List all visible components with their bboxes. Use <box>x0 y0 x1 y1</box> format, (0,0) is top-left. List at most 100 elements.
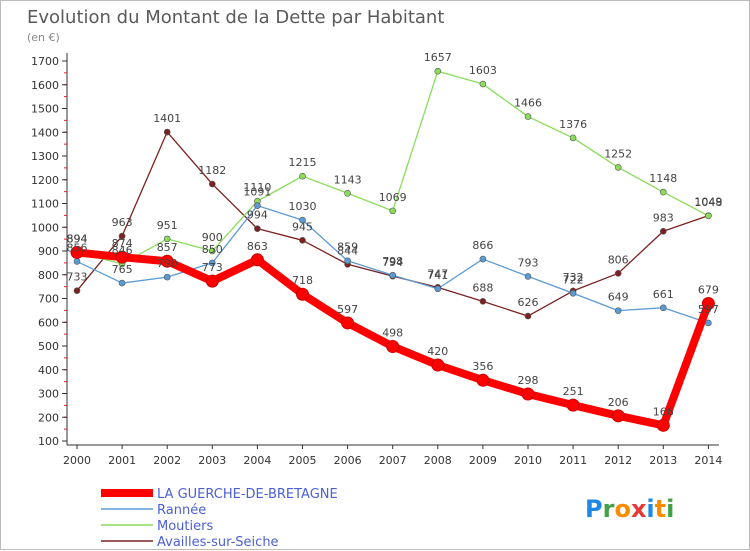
data-point <box>524 312 532 320</box>
data-point <box>389 207 397 215</box>
data-label: 856 <box>67 241 88 254</box>
data-label: 1049 <box>694 196 722 209</box>
data-label: 733 <box>67 271 88 284</box>
data-point <box>250 253 264 267</box>
x-tick-label: 2000 <box>63 454 91 467</box>
y-tick-label: 1200 <box>31 174 59 187</box>
data-point <box>118 279 126 287</box>
x-tick-label: 2013 <box>649 454 677 467</box>
brand-letter: P <box>585 495 603 523</box>
y-tick-label: 1000 <box>31 221 59 234</box>
data-point <box>479 298 487 305</box>
data-label: 945 <box>292 220 313 233</box>
data-point <box>701 296 715 310</box>
data-label: 626 <box>518 296 539 309</box>
brand-letter: r <box>603 495 615 523</box>
y-tick-label: 100 <box>38 435 59 448</box>
data-label: 718 <box>292 274 313 287</box>
brand-letter: i <box>646 495 654 523</box>
x-tick-label: 2007 <box>379 454 407 467</box>
data-label: 844 <box>337 244 358 257</box>
y-tick-label: 1300 <box>31 150 59 163</box>
data-label: 857 <box>157 241 178 254</box>
legend: LA GUERCHE-DE-BRETAGNERannéeMoutiersAvai… <box>101 487 338 550</box>
data-label: 798 <box>382 255 403 268</box>
data-label: 1110 <box>243 181 271 194</box>
x-tick-label: 2001 <box>108 454 136 467</box>
data-label: 679 <box>698 283 719 296</box>
data-label: 688 <box>472 281 493 294</box>
y-tick-label: 500 <box>38 340 59 353</box>
data-label: 1148 <box>649 172 677 185</box>
data-point <box>254 225 261 232</box>
data-label: 597 <box>337 303 358 316</box>
data-point <box>344 189 351 197</box>
data-label: 1466 <box>514 97 542 110</box>
x-tick-label: 2004 <box>243 454 271 467</box>
data-label: 859 <box>337 241 358 254</box>
y-tick-label: 800 <box>38 269 59 282</box>
data-point <box>299 216 306 224</box>
x-tick-label: 2010 <box>514 454 542 467</box>
data-label: 765 <box>112 263 133 276</box>
x-tick-label: 2011 <box>559 454 587 467</box>
brand-letter: o <box>614 495 631 523</box>
data-point <box>386 339 400 353</box>
y-tick-label: 200 <box>38 411 59 424</box>
data-point <box>299 172 306 180</box>
brand-letter: x <box>631 495 647 523</box>
data-label: 994 <box>247 209 268 222</box>
data-point <box>163 235 171 243</box>
data-point <box>160 254 174 268</box>
y-tick-label: 900 <box>38 245 59 258</box>
data-point <box>476 373 490 387</box>
unit-label: (en €) <box>27 31 60 44</box>
data-point <box>209 180 216 188</box>
legend-label: Moutiers <box>157 519 213 534</box>
y-tick-label: 600 <box>38 316 59 329</box>
data-point <box>434 285 442 293</box>
data-label: 251 <box>563 385 584 398</box>
data-point <box>569 289 577 297</box>
x-tick-label: 2006 <box>334 454 362 467</box>
y-tick-label: 1500 <box>31 103 59 116</box>
x-tick-label: 2012 <box>604 454 632 467</box>
data-point <box>344 257 351 265</box>
brand-letter: t <box>655 495 666 523</box>
y-tick-label: 1700 <box>31 55 59 68</box>
x-tick-label: 2008 <box>424 454 452 467</box>
data-label: 741 <box>427 269 448 282</box>
data-label: 356 <box>472 360 493 373</box>
data-point <box>209 259 216 267</box>
data-label: 597 <box>698 303 719 316</box>
x-tick-label: 2009 <box>469 454 497 467</box>
data-label: 863 <box>247 240 268 253</box>
x-tick-label: 2005 <box>289 454 317 467</box>
data-label: 773 <box>202 261 223 274</box>
legend-label: Rannée <box>157 503 206 518</box>
data-point <box>566 398 580 412</box>
data-point <box>341 316 355 330</box>
x-tick-label: 2003 <box>198 454 226 467</box>
brand-text: Proxiti <box>585 495 674 523</box>
data-label: 732 <box>563 271 584 284</box>
data-point <box>70 245 84 259</box>
data-point <box>614 164 622 171</box>
data-label: 846 <box>112 244 133 257</box>
data-point <box>118 232 126 240</box>
y-tick-label: 1600 <box>31 79 59 92</box>
data-point <box>659 227 667 235</box>
data-label: 298 <box>518 374 539 387</box>
data-label: 1401 <box>153 112 181 125</box>
y-tick-label: 300 <box>38 388 59 401</box>
data-point <box>614 270 622 277</box>
data-point <box>431 358 445 372</box>
brand-logo: Proxiti <box>585 495 674 523</box>
data-label: 722 <box>563 273 584 286</box>
data-point <box>115 250 129 264</box>
data-point <box>163 128 171 136</box>
data-label: 661 <box>653 288 674 301</box>
data-label: 794 <box>382 256 403 269</box>
